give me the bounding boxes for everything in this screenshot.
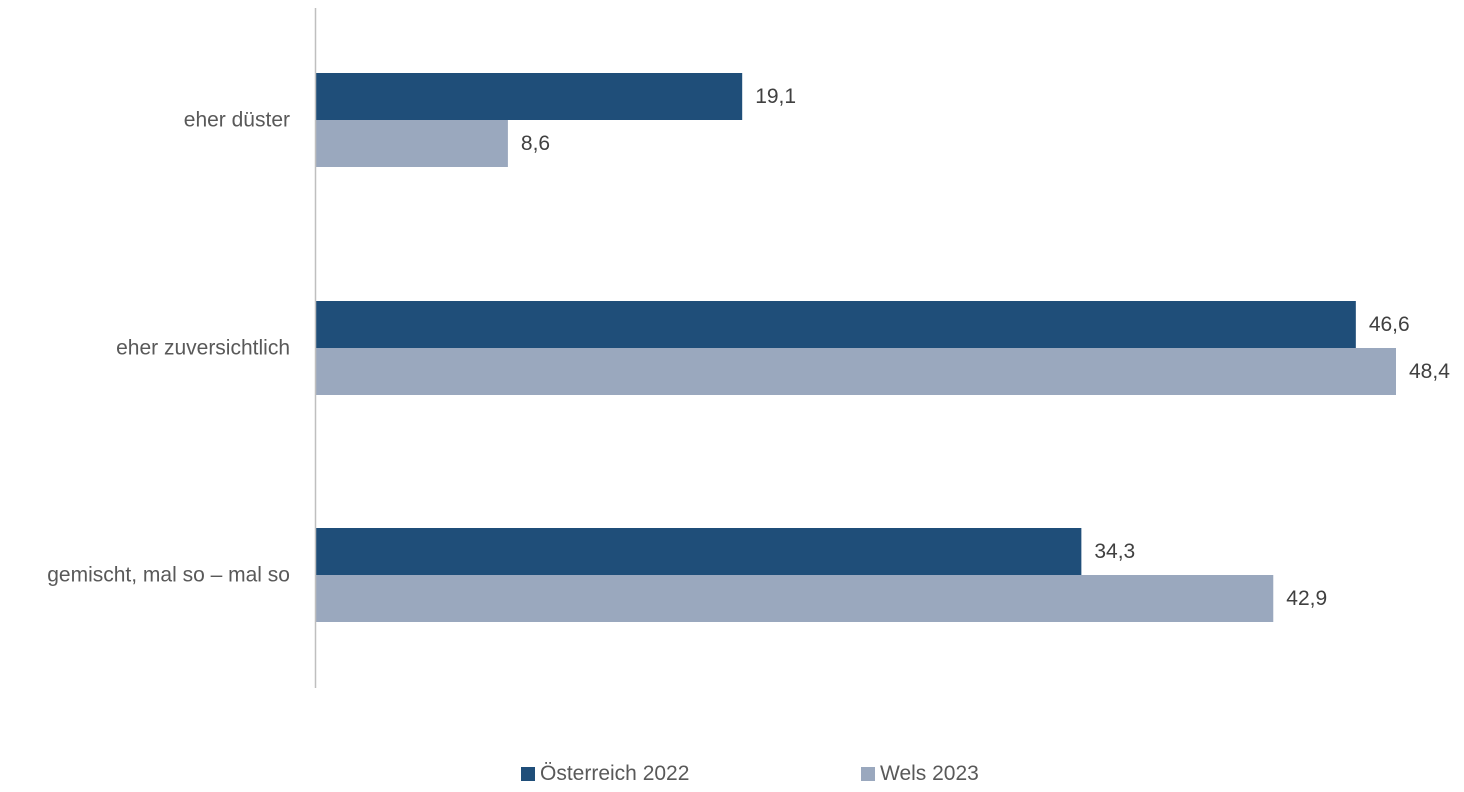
- labels-layer: eher düster 19,1 8,6 eher zuversichtlich 46,…: [47, 85, 1450, 610]
- bar-wels-2023: [316, 575, 1274, 622]
- category-label: gemischt, mal so – mal so: [47, 564, 290, 587]
- bar-wels-2023: [316, 120, 508, 167]
- bar-oesterreich-2022: [316, 301, 1356, 348]
- legend-swatch-oesterreich-2022: [521, 767, 535, 781]
- category-label: eher zuversichtlich: [116, 337, 290, 360]
- legend-label-oesterreich-2022: Österreich 2022: [540, 762, 690, 785]
- bar-wels-2023: [316, 348, 1396, 395]
- bars-layer: [316, 73, 1396, 622]
- data-label: 48,4: [1409, 360, 1450, 383]
- bar-oesterreich-2022: [316, 73, 743, 120]
- data-label: 34,3: [1094, 540, 1135, 563]
- data-label: 46,6: [1369, 313, 1410, 336]
- legend-item-wels-2023: Wels 2023: [861, 762, 979, 786]
- legend-label-wels-2023: Wels 2023: [880, 762, 979, 785]
- data-label: 19,1: [755, 85, 796, 108]
- data-label: 8,6: [521, 132, 550, 155]
- legend-item-oesterreich-2022: Österreich 2022: [521, 762, 689, 786]
- data-label: 42,9: [1286, 587, 1327, 610]
- category-label: eher düster: [184, 109, 290, 132]
- legend: Österreich 2022 Wels 2023: [0, 762, 1464, 792]
- bar-oesterreich-2022: [316, 528, 1082, 575]
- bar-chart: eher düster 19,1 8,6 eher zuversichtlich 46,…: [47, 8, 1450, 688]
- legend-swatch-wels-2023: [861, 767, 875, 781]
